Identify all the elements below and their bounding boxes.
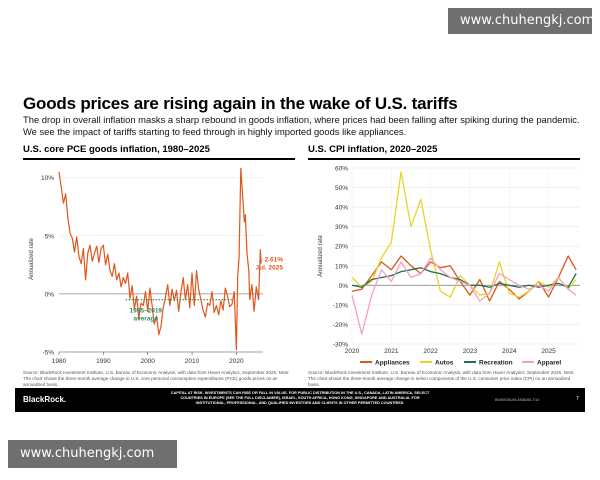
left-ytick-label-1: 5% [45,233,55,240]
left-chart-source: Source: BlackRock Investment Institute, … [23,370,290,387]
footer-bar: BlackRock. CAPITAL AT RISK. INVESTMENTS … [15,388,585,412]
left-xtick-label-1: 1990 [96,358,111,365]
left-annotation-value: 2.61% [265,257,284,264]
right-ytick-label-2: 40% [335,205,348,212]
left-average-label-2: average [134,316,159,323]
left-chart: 10% 5% 0% -5%1980 1990 2000 2010 2020 Annualized… [29,167,284,365]
footer-code: BIIM0925U/M-4836265-7/14 [495,398,540,402]
left-xtick-label-4: 2020 [229,358,244,365]
right-ytick-label-5: 10% [335,263,348,270]
right-ytick-label-8: -20% [333,322,348,329]
right-legend-label-2: Recreation [479,360,513,367]
left-xtick-label-3: 2010 [185,358,200,365]
right-xtick-label-3: 2023 [463,348,478,355]
left-chart-rule [23,158,295,160]
left-ytick-label-3: -5% [42,350,54,357]
left-ytick-label-2: 0% [45,291,55,298]
right-xtick-label-5: 2025 [541,348,556,355]
left-y-axis-label: Annualized rate [29,237,35,279]
right-xtick-label-4: 2024 [502,348,517,355]
right-chart-rule [308,158,580,160]
right-ytick-label-1: 50% [335,185,348,192]
right-ytick-label-3: 30% [335,224,348,231]
watermark-top: www.chuhengkj.com [448,8,594,34]
right-ytick-label-0: 60% [335,166,348,173]
page-number: 7 [576,396,579,402]
brand-logo: BlackRock. [23,395,67,404]
right-ytick-label-9: -30% [333,342,348,349]
right-ytick-label-4: 20% [335,244,348,251]
left-chart-title: U.S. core PCE goods inflation, 1980–2025 [23,144,210,155]
left-average-label: 1995–2019 [130,308,163,315]
right-legend-label-0: Appliances [375,360,410,367]
right-series-line-0 [351,255,577,302]
right-series-line-1 [351,171,577,298]
slide: Goods prices are rising again in the wak… [15,86,585,412]
right-chart: 60% 50% 40% 30% 20% 10% 0% -10% -20% -30%2020 2021… [318,166,580,367]
right-legend-label-3: Apparel [537,360,561,367]
right-ytick-label-7: -10% [333,302,348,309]
left-xtick-label-0: 1980 [52,358,67,365]
page-title: Goods prices are rising again in the wak… [23,94,458,113]
right-ytick-label-6: 0% [339,283,349,290]
right-series-line-3 [351,257,577,335]
page-subtitle: The drop in overall inflation masks a sh… [23,114,580,137]
right-y-axis-label: Annualized rate [318,234,324,276]
left-ytick-label-0: 10% [41,175,54,182]
right-xtick-label-2: 2022 [423,348,438,355]
right-xtick-label-1: 2021 [384,348,399,355]
right-chart-source: Source: BlackRock Investment Institute, … [308,370,575,387]
watermark-bottom: www.chuhengkj.com [8,440,177,468]
right-legend-label-1: Autos [435,360,454,367]
right-chart-title: U.S. CPI inflation, 2020–2025 [308,144,438,155]
left-xtick-label-2: 2000 [140,358,155,365]
left-annotation-date: Jul. 2025 [256,265,284,272]
left-series-line [58,167,262,351]
footer-disclaimer: CAPITAL AT RISK. INVESTMENTS CAN RISE OR… [170,391,430,405]
right-xtick-label-0: 2020 [345,348,360,355]
